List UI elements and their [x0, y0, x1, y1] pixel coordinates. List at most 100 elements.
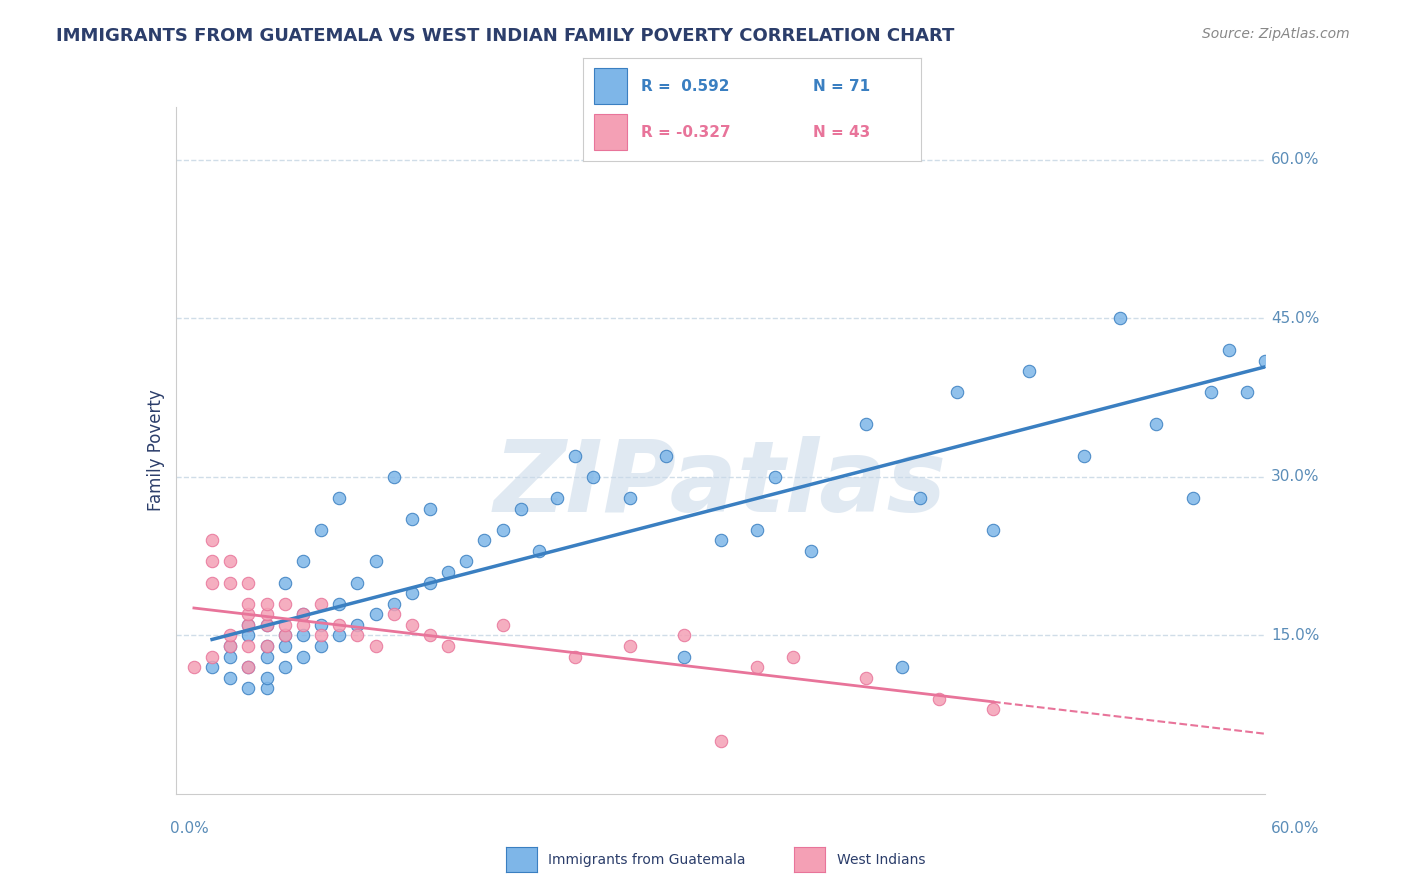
Y-axis label: Family Poverty: Family Poverty: [146, 390, 165, 511]
Point: [219, 639, 242, 653]
Point: [437, 565, 460, 579]
Point: [1199, 385, 1222, 400]
Text: 60.0%: 60.0%: [1271, 153, 1319, 168]
Text: ZIPatlas: ZIPatlas: [494, 436, 948, 533]
Point: [274, 660, 297, 674]
Text: IMMIGRANTS FROM GUATEMALA VS WEST INDIAN FAMILY POVERTY CORRELATION CHART: IMMIGRANTS FROM GUATEMALA VS WEST INDIAN…: [56, 27, 955, 45]
Point: [238, 607, 260, 622]
Point: [238, 597, 260, 611]
Point: [1272, 333, 1295, 347]
Point: [364, 554, 387, 568]
Point: [238, 628, 260, 642]
Text: R = -0.327: R = -0.327: [641, 126, 731, 140]
Point: [564, 649, 586, 664]
Point: [891, 660, 914, 674]
Point: [564, 449, 586, 463]
Point: [291, 554, 314, 568]
Point: [256, 681, 278, 696]
Point: [219, 575, 242, 590]
Text: 60.0%: 60.0%: [1271, 822, 1319, 837]
Point: [201, 649, 224, 664]
Point: [256, 617, 278, 632]
Point: [582, 470, 605, 484]
Point: [800, 544, 823, 558]
Point: [1109, 311, 1132, 326]
Point: [274, 597, 297, 611]
Point: [401, 512, 423, 526]
Point: [201, 575, 224, 590]
Text: 30.0%: 30.0%: [1271, 469, 1319, 484]
Point: [1181, 491, 1204, 505]
Point: [309, 523, 332, 537]
Point: [219, 554, 242, 568]
Point: [256, 649, 278, 664]
Point: [710, 734, 733, 748]
Point: [910, 491, 932, 505]
Point: [456, 554, 478, 568]
Point: [401, 617, 423, 632]
Point: [419, 628, 441, 642]
Point: [710, 533, 733, 548]
Point: [1291, 259, 1313, 273]
Point: [474, 533, 496, 548]
Point: [364, 607, 387, 622]
Point: [1018, 364, 1040, 378]
Point: [238, 660, 260, 674]
Point: [1254, 353, 1277, 368]
Point: [419, 501, 441, 516]
Point: [238, 639, 260, 653]
Bar: [593, 69, 627, 104]
Point: [291, 628, 314, 642]
Text: Immigrants from Guatemala: Immigrants from Guatemala: [548, 853, 745, 867]
Point: [291, 607, 314, 622]
Text: R =  0.592: R = 0.592: [641, 79, 730, 95]
Point: [256, 639, 278, 653]
Point: [309, 617, 332, 632]
Point: [328, 617, 350, 632]
Point: [673, 628, 696, 642]
Point: [201, 554, 224, 568]
Point: [238, 660, 260, 674]
Point: [763, 470, 786, 484]
Point: [346, 617, 368, 632]
Point: [238, 575, 260, 590]
Point: [492, 523, 515, 537]
Point: [655, 449, 678, 463]
Point: [274, 617, 297, 632]
Point: [1073, 449, 1095, 463]
Point: [1327, 343, 1350, 357]
Point: [328, 597, 350, 611]
Point: [1146, 417, 1168, 431]
Point: [328, 491, 350, 505]
Point: [238, 617, 260, 632]
Point: [509, 501, 531, 516]
Point: [745, 523, 768, 537]
Point: [382, 607, 405, 622]
Point: [855, 417, 877, 431]
Point: [619, 639, 641, 653]
Point: [382, 597, 405, 611]
Text: West Indians: West Indians: [837, 853, 925, 867]
Text: Source: ZipAtlas.com: Source: ZipAtlas.com: [1202, 27, 1350, 41]
Point: [945, 385, 967, 400]
Point: [219, 628, 242, 642]
Point: [256, 597, 278, 611]
Point: [256, 617, 278, 632]
Text: 15.0%: 15.0%: [1271, 628, 1319, 643]
Point: [201, 660, 224, 674]
Text: 0.0%: 0.0%: [170, 822, 209, 837]
Point: [346, 628, 368, 642]
Point: [309, 639, 332, 653]
Point: [219, 649, 242, 664]
Point: [492, 617, 515, 632]
Point: [291, 649, 314, 664]
Point: [346, 575, 368, 590]
Point: [201, 533, 224, 548]
Point: [274, 628, 297, 642]
Point: [256, 639, 278, 653]
Point: [309, 628, 332, 642]
Point: [419, 575, 441, 590]
Point: [256, 671, 278, 685]
Point: [1236, 385, 1258, 400]
Point: [382, 470, 405, 484]
